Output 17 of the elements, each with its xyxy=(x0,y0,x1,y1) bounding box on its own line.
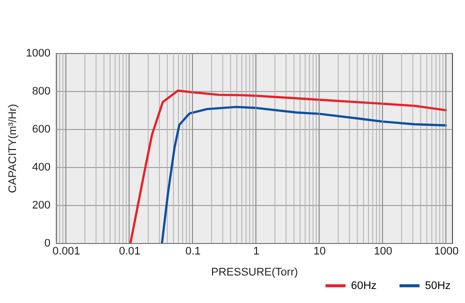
legend-label: 60Hz xyxy=(351,280,377,292)
y-tick-label: 200 xyxy=(32,200,50,212)
y-tick-label: 0 xyxy=(44,238,50,250)
x-tick-label: 10 xyxy=(314,246,326,258)
y-tick-label: 600 xyxy=(32,124,50,136)
x-tick-label: 1 xyxy=(253,246,260,258)
y-tick-label: 800 xyxy=(32,86,50,98)
y-tick-label: 400 xyxy=(32,162,50,174)
x-tick-label: 100 xyxy=(374,246,392,258)
y-tick-label: 1000 xyxy=(26,48,50,60)
x-tick-label: 0.01 xyxy=(118,246,140,258)
x-tick-label: 0.001 xyxy=(52,246,80,258)
legend-label: 50Hz xyxy=(425,280,451,292)
x-axis-title: PRESSURE(Torr) xyxy=(211,266,298,278)
x-tick-label: 0.1 xyxy=(185,246,201,258)
y-axis-title: CAPACITY(m³/Hr) xyxy=(7,104,20,194)
x-tick-label: 1000 xyxy=(434,246,459,258)
